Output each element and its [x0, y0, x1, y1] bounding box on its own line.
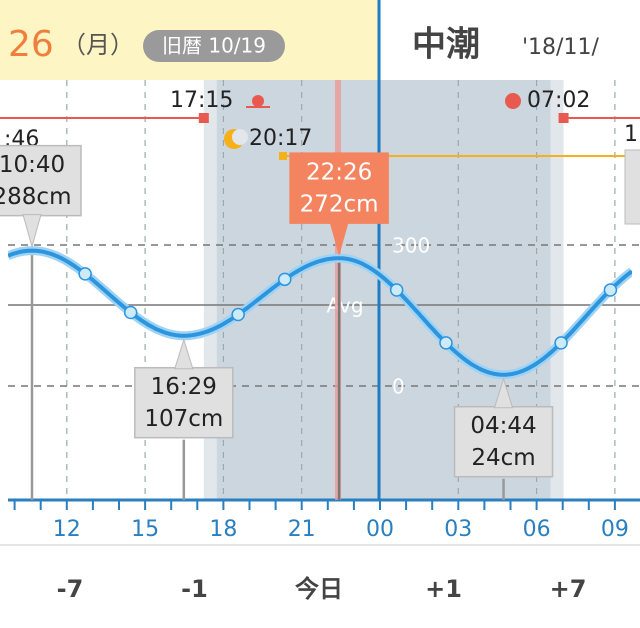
tide-name: 中潮 — [412, 25, 480, 65]
tide-time: 16:29 — [151, 374, 217, 400]
hour-label: 21 — [288, 517, 316, 542]
nav-button[interactable]: -1 — [181, 575, 208, 603]
tide-time: 22:26 — [306, 160, 372, 186]
nav-button[interactable]: 今日 — [295, 575, 343, 603]
level-label: 300 — [392, 234, 430, 258]
tide-height: 24cm — [471, 445, 535, 471]
day: 26 — [8, 24, 54, 65]
tide-point — [78, 267, 92, 281]
sunrise-marker — [558, 113, 569, 123]
tide-callout — [134, 366, 234, 439]
tide-height: 107cm — [144, 406, 223, 432]
tide-time: 10:40 — [0, 152, 65, 178]
sunset-time: 17:15 — [170, 88, 233, 113]
nav-bar: -7 -1 今日 +1 +7 — [57, 575, 587, 603]
tide-point — [123, 305, 138, 320]
sunrise-icon — [505, 93, 521, 109]
tide-callout-pointer — [22, 214, 42, 249]
nav-button[interactable]: +7 — [550, 575, 587, 603]
nav-button[interactable]: -7 — [57, 575, 84, 603]
tide-callout — [0, 144, 82, 217]
hour-label: 00 — [366, 517, 394, 542]
tide-point — [278, 272, 292, 287]
tide-height: 288cm — [0, 184, 71, 210]
moonrise-marker — [278, 152, 287, 160]
tide-time: 04:44 — [470, 413, 536, 439]
lunar-badge — [143, 30, 285, 62]
hour-label: 09 — [601, 517, 629, 542]
tide-point — [231, 307, 245, 322]
date: '18/11/ — [522, 35, 599, 60]
hour-label: 15 — [131, 517, 159, 542]
tide-point — [554, 336, 568, 350]
tide-point — [603, 283, 618, 297]
moonrise-time: 20:17 — [249, 126, 312, 151]
nav-button[interactable]: +1 — [425, 575, 462, 603]
tide-curve-line — [8, 248, 632, 377]
partial-callout — [624, 149, 640, 225]
sunset-icon — [252, 95, 264, 107]
sunrise-time: 07:02 — [527, 88, 590, 113]
partial-time: 1 — [624, 122, 638, 147]
hour-label: 12 — [53, 517, 81, 542]
tide-callout-pointer — [329, 221, 349, 257]
moon-icon-shade — [232, 129, 248, 145]
tide-point — [389, 283, 404, 297]
tide-callout-pointer — [493, 377, 514, 409]
tide-callout-pointer — [174, 338, 194, 370]
lunar-date: 旧暦 10/19 — [162, 34, 266, 58]
hour-label: 03 — [444, 517, 472, 542]
hour-label: 18 — [209, 517, 237, 542]
tide-curve — [8, 246, 632, 380]
tide-point — [439, 336, 453, 350]
tide-callout — [289, 152, 389, 224]
level-label: 0 — [392, 375, 405, 399]
hour-label: 06 — [523, 517, 551, 542]
sunset-marker — [198, 113, 209, 123]
weekday: （月） — [62, 31, 134, 59]
tide-height: 272cm — [300, 192, 379, 218]
level-label: Avg — [326, 294, 363, 318]
